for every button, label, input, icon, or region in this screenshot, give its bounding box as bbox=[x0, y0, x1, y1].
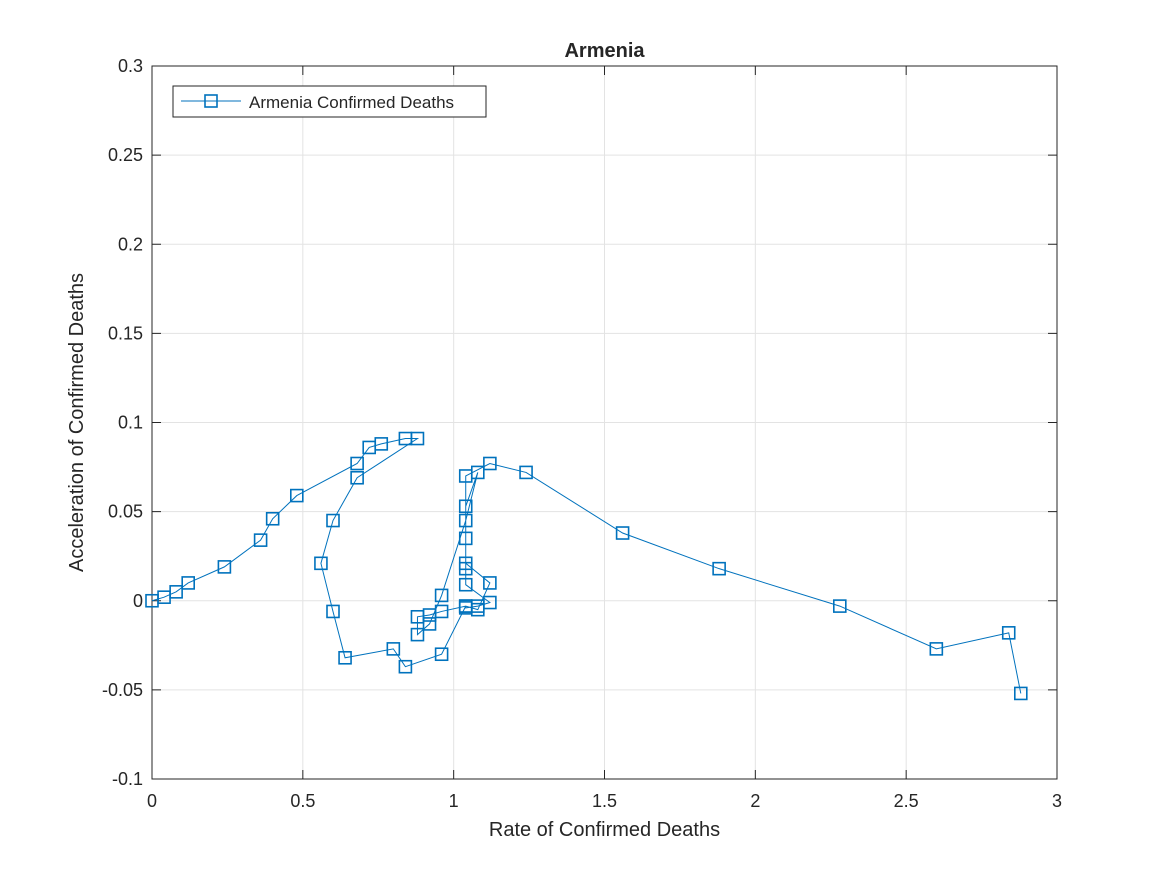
y-tick-label: 0.2 bbox=[118, 234, 143, 254]
data-point-marker bbox=[1001, 626, 1016, 640]
data-point-marker bbox=[1013, 686, 1028, 701]
x-tick-label: 0.5 bbox=[290, 791, 315, 811]
data-point-marker bbox=[350, 470, 364, 485]
y-tick-label: 0.1 bbox=[118, 413, 143, 433]
data-point-marker bbox=[326, 513, 340, 528]
data-point-marker bbox=[832, 599, 847, 613]
data-point-marker bbox=[458, 513, 473, 528]
data-point-marker bbox=[434, 647, 449, 662]
x-tick-label: 1 bbox=[449, 791, 459, 811]
data-point-marker bbox=[350, 456, 364, 471]
data-point-marker bbox=[712, 561, 726, 576]
x-tick-label: 2 bbox=[750, 791, 760, 811]
x-tick-label: 3 bbox=[1052, 791, 1062, 811]
x-axis-title: Rate of Confirmed Deaths bbox=[489, 819, 720, 841]
y-tick-label: 0.3 bbox=[118, 56, 143, 76]
data-point-marker bbox=[458, 499, 473, 514]
data-point-marker bbox=[483, 576, 497, 590]
data-point-marker bbox=[410, 627, 425, 642]
series-layer bbox=[145, 431, 1028, 701]
x-tick-label: 2.5 bbox=[894, 791, 919, 811]
y-tick-label: 0.15 bbox=[108, 323, 143, 343]
legend: Armenia Confirmed Deaths bbox=[172, 85, 487, 118]
data-point-marker bbox=[398, 659, 413, 674]
data-point-marker bbox=[615, 526, 630, 540]
y-tick-label: -0.1 bbox=[112, 769, 143, 789]
data-point-marker bbox=[265, 511, 280, 526]
data-point-marker bbox=[338, 650, 352, 665]
data-point-marker bbox=[410, 431, 425, 446]
data-point-marker bbox=[434, 604, 449, 619]
legend-marker-square bbox=[204, 94, 218, 108]
tick-layer: 0 0.5 1 1.5 2 2.5 3 -0.1 -0.05 0 0.05 0.1 0.15 0.2 0.2… bbox=[102, 56, 1062, 811]
data-point-marker bbox=[289, 488, 304, 503]
data-point-marker bbox=[929, 642, 944, 656]
chart-title: Armenia bbox=[564, 40, 645, 62]
data-point-marker bbox=[217, 560, 232, 574]
data-point-marker bbox=[181, 576, 195, 590]
data-point-marker bbox=[314, 556, 328, 571]
data-point-marker bbox=[458, 531, 473, 546]
x-tick-label: 0 bbox=[147, 791, 157, 811]
data-point-marker bbox=[422, 617, 437, 631]
data-point-marker bbox=[458, 556, 473, 571]
data-point-marker bbox=[458, 469, 473, 483]
data-point-marker bbox=[483, 456, 497, 471]
series-line bbox=[151, 438, 1022, 694]
data-point-marker bbox=[253, 533, 268, 547]
data-point-marker bbox=[374, 437, 389, 451]
data-point-marker bbox=[326, 604, 340, 619]
data-point-marker bbox=[470, 602, 485, 617]
grid-layer bbox=[151, 65, 1058, 780]
data-point-marker bbox=[458, 577, 473, 592]
x-tick-label: 1.5 bbox=[592, 791, 617, 811]
data-point-marker bbox=[386, 642, 401, 656]
data-point-marker bbox=[483, 595, 497, 610]
y-tick-label: -0.05 bbox=[102, 680, 143, 700]
data-point-marker bbox=[169, 585, 183, 599]
data-point-marker bbox=[519, 465, 533, 480]
legend-label: Armenia Confirmed Deaths bbox=[249, 93, 454, 112]
y-tick-label: 0 bbox=[133, 591, 143, 611]
y-tick-label: 0.25 bbox=[108, 145, 143, 165]
y-tick-label: 0.05 bbox=[108, 502, 143, 522]
data-point-marker bbox=[434, 588, 449, 603]
y-axis-title: Acceleration of Confirmed Deaths bbox=[66, 273, 88, 572]
